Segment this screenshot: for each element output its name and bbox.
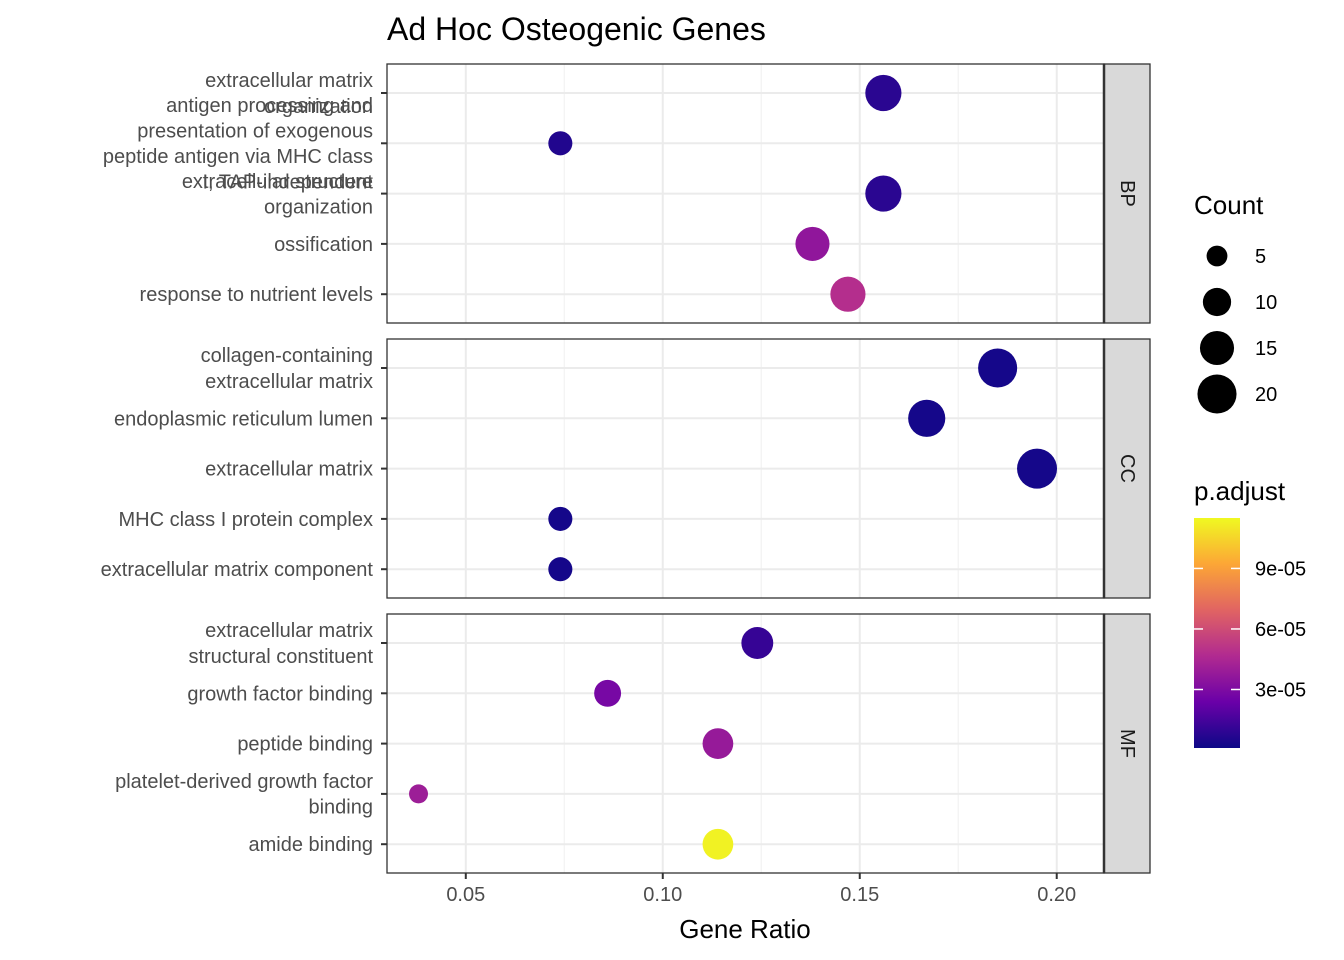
count-legend-label: 15 — [1255, 338, 1277, 360]
count-legend-key — [1197, 374, 1237, 414]
term-label: peptide binding — [237, 734, 373, 756]
facet-panel-mf: extracellular matrix structural constitue… — [115, 613, 1151, 874]
term-label: extracellular matrix — [205, 459, 373, 481]
facet-strip-label: MF — [1116, 729, 1138, 758]
count-legend-key — [1199, 330, 1235, 366]
count-legend-label: 10 — [1255, 292, 1277, 314]
facet-strip — [1103, 613, 1151, 874]
facet-strip-label: BP — [1116, 180, 1138, 207]
p-adjust-legend-title: p.adjust — [1194, 476, 1286, 506]
count-legend-key — [1202, 287, 1232, 317]
data-point — [978, 348, 1018, 388]
term-label: MHC class I protein complex — [118, 509, 373, 531]
term-label: endoplasmic reticulum lumen — [114, 408, 373, 430]
term-label: extracellular matrix component — [101, 559, 374, 581]
data-point — [1017, 448, 1058, 489]
data-point — [865, 74, 902, 112]
data-point — [865, 175, 902, 212]
chart-title: Ad Hoc Osteogenic Genes — [387, 11, 766, 47]
data-point — [548, 131, 573, 156]
term-label: platelet-derived growth factor binding — [115, 771, 373, 819]
term-label: response to nutrient levels — [140, 284, 373, 306]
data-point — [702, 828, 734, 860]
x-axis: 0.05 0.10 0.15 0.20 — [446, 873, 1076, 906]
p-adjust-legend: p.adjust 3e-05 6e-05 9e-05 — [1194, 476, 1306, 748]
facet-panels: extracellular matrix organizationantigen … — [101, 63, 1151, 874]
x-axis-title: Gene Ratio — [679, 914, 811, 944]
x-tick-label: 0.20 — [1037, 884, 1076, 906]
data-point — [702, 728, 734, 759]
facet-strip — [1103, 63, 1151, 324]
x-tick-label: 0.15 — [840, 884, 879, 906]
term-label: collagen-containing extracellular matrix — [201, 345, 373, 393]
facet-panel-bp: extracellular matrix organizationantigen … — [103, 63, 1151, 324]
data-point — [741, 627, 774, 659]
term-label: amide binding — [248, 834, 373, 856]
term-label: extracellular matrix structural constitue… — [188, 620, 373, 668]
term-label: growth factor binding — [187, 683, 373, 705]
facet-strip-label: CC — [1116, 454, 1138, 483]
count-legend-label: 5 — [1255, 246, 1266, 268]
data-point — [548, 557, 573, 582]
data-point — [795, 226, 830, 261]
count-legend-label: 20 — [1255, 384, 1277, 406]
count-legend-title: Count — [1194, 190, 1264, 220]
x-tick-label: 0.10 — [643, 884, 682, 906]
p-adjust-legend-label: 6e-05 — [1255, 619, 1306, 641]
x-tick-label: 0.05 — [446, 884, 485, 906]
data-point — [548, 506, 573, 531]
term-label: ossification — [274, 234, 373, 256]
data-point — [830, 276, 866, 312]
count-legend-key — [1206, 245, 1228, 267]
p-adjust-colorbar — [1194, 518, 1240, 748]
p-adjust-legend-label: 3e-05 — [1255, 679, 1306, 701]
term-label: antigen processing and presentation of ex… — [103, 95, 374, 194]
facet-panel-cc: collagen-containing extracellular matrix e… — [101, 338, 1151, 599]
term-label: extracellular structure organization — [182, 171, 373, 219]
data-point — [409, 784, 429, 804]
facet-strip — [1103, 338, 1151, 599]
data-point — [908, 399, 946, 437]
count-legend: Count 5 10 15 20 — [1194, 190, 1277, 414]
data-point — [594, 679, 622, 707]
p-adjust-legend-label: 9e-05 — [1255, 558, 1306, 580]
term-label: extracellular matrix organization — [205, 70, 373, 118]
